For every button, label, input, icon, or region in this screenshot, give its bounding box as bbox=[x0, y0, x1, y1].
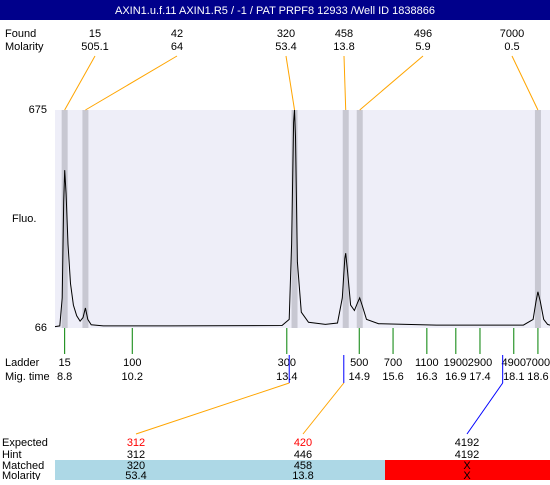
expected-row-label: Expected bbox=[2, 437, 48, 449]
ladder-time: 16.9 bbox=[445, 371, 466, 383]
ladder-time: 15.6 bbox=[382, 371, 403, 383]
ladder-time: 17.4 bbox=[469, 371, 490, 383]
found-connector bbox=[511, 55, 539, 111]
mig-time-label: Mig. time bbox=[5, 371, 50, 383]
ladder-size: 4900 bbox=[502, 357, 526, 369]
peak-band bbox=[61, 110, 68, 328]
y-axis-label: Fluo. bbox=[12, 213, 36, 225]
matched-value: 458 bbox=[294, 460, 312, 472]
expected-row-label: Matched bbox=[2, 460, 44, 472]
ladder-size: 100 bbox=[123, 357, 141, 369]
matched-molarity: 53.4 bbox=[125, 470, 146, 480]
ladder-time: 13.4 bbox=[276, 371, 297, 383]
peak-band bbox=[291, 110, 298, 328]
matched-band bbox=[55, 460, 220, 480]
ladder-size: 2900 bbox=[468, 357, 492, 369]
found-molarity: 505.1 bbox=[81, 41, 109, 53]
hint-value: 446 bbox=[294, 449, 312, 461]
found-molarity: 0.5 bbox=[504, 41, 519, 53]
ladder-time: 16.3 bbox=[416, 371, 437, 383]
found-molarity: 13.8 bbox=[333, 41, 354, 53]
expected-value: 420 bbox=[294, 437, 312, 449]
hint-value: 312 bbox=[127, 449, 145, 461]
ladder-size: 7000 bbox=[526, 357, 550, 369]
ladder-size: 700 bbox=[384, 357, 402, 369]
found-molarity: 64 bbox=[171, 41, 183, 53]
ladder-time: 10.2 bbox=[122, 371, 143, 383]
found-size: 15 bbox=[89, 28, 101, 40]
found-connector bbox=[285, 55, 296, 111]
matched-molarity: X bbox=[463, 470, 471, 480]
ladder-time: 8.8 bbox=[57, 371, 72, 383]
matched-value: 320 bbox=[127, 460, 145, 472]
plot-area bbox=[55, 110, 550, 328]
molarity-label: Molarity bbox=[5, 41, 44, 53]
found-size: 42 bbox=[171, 28, 183, 40]
peak-band bbox=[82, 110, 89, 328]
found-connector bbox=[343, 55, 347, 111]
ladder-time: 18.1 bbox=[503, 371, 524, 383]
found-label: Found bbox=[5, 28, 36, 40]
found-molarity: 53.4 bbox=[275, 41, 296, 53]
matched-band bbox=[220, 460, 385, 480]
expected-row-label: Hint bbox=[2, 449, 22, 461]
found-size: 496 bbox=[414, 28, 432, 40]
peak-band bbox=[356, 110, 363, 328]
found-molarity: 5.9 bbox=[415, 41, 430, 53]
hint-value: 4192 bbox=[455, 449, 479, 461]
ladder-size: 15 bbox=[59, 357, 71, 369]
title-bar bbox=[0, 0, 550, 20]
expected-row-label: Molarity bbox=[2, 470, 41, 480]
ladder-time: 18.6 bbox=[527, 371, 548, 383]
expected-value: 4192 bbox=[455, 437, 479, 449]
ladder-size: 1100 bbox=[415, 357, 439, 369]
matched-band bbox=[385, 460, 550, 480]
ladder-time: 14.9 bbox=[349, 371, 370, 383]
found-size: 458 bbox=[335, 28, 353, 40]
found-connector bbox=[85, 55, 178, 111]
found-size: 320 bbox=[277, 28, 295, 40]
y-tick-label: 66 bbox=[35, 322, 47, 334]
peak-band bbox=[534, 110, 541, 328]
ladder-size: 300 bbox=[278, 357, 296, 369]
matched-value: X bbox=[463, 460, 471, 472]
title: AXIN1.u.f.11 AXIN1.R5 / -1 / PAT PRPF8 1… bbox=[115, 5, 435, 17]
peak-band bbox=[342, 110, 349, 328]
found-connector bbox=[64, 55, 96, 111]
ladder-label: Ladder bbox=[5, 357, 40, 369]
expected-connector bbox=[135, 382, 290, 435]
ladder-size: 500 bbox=[350, 357, 368, 369]
expected-connector bbox=[302, 382, 345, 435]
trace bbox=[54, 109, 550, 328]
found-connector bbox=[359, 55, 424, 111]
found-size: 7000 bbox=[500, 28, 524, 40]
y-tick-label: 675 bbox=[29, 104, 47, 116]
expected-value: 312 bbox=[127, 437, 145, 449]
expected-connector bbox=[466, 382, 504, 435]
matched-molarity: 13.8 bbox=[292, 470, 313, 480]
ladder-size: 1900 bbox=[444, 357, 468, 369]
